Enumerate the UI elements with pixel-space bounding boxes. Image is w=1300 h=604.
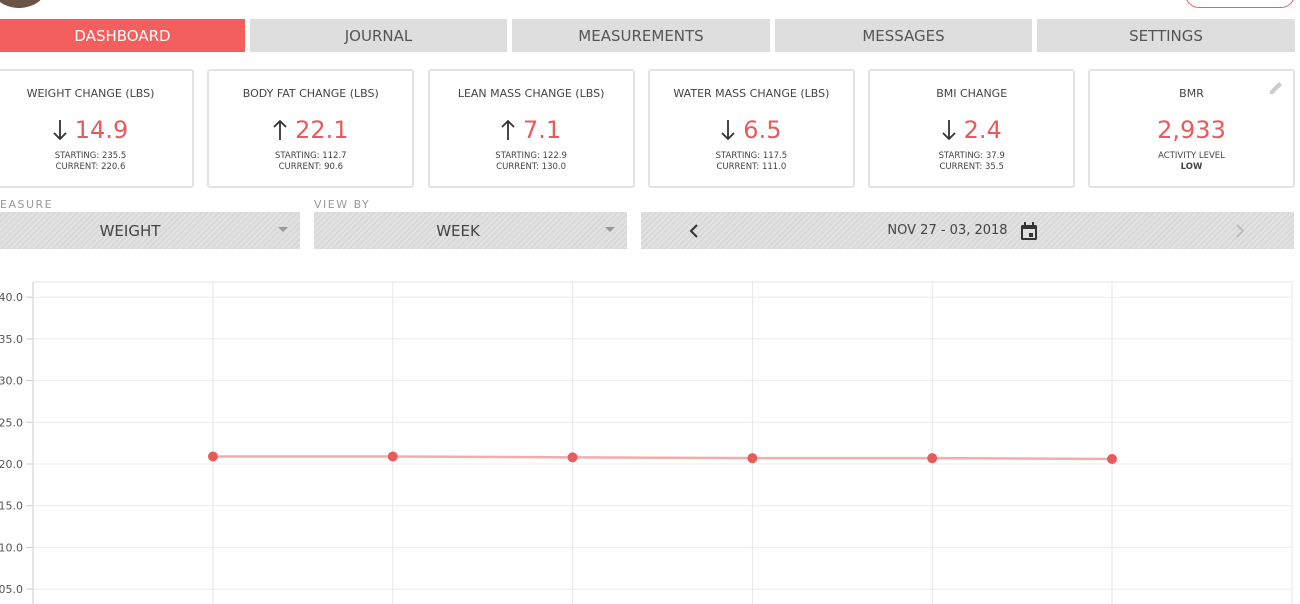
tab[interactable]: JOURNAL [250,19,507,52]
direction-arrow [273,119,287,140]
stat-card: BMI CHANGE 2.4 STARTING: 37.9 CURRENT: 35.5 [868,69,1076,188]
arrow-path [941,120,956,141]
data-point [927,453,938,464]
data-line [213,455,1113,461]
card-starting: STARTING: 37.9 [938,151,1005,161]
card-current: CURRENT: 220.6 [55,162,126,172]
y-tick-label: 225.0 [0,416,23,429]
direction-arrow [53,120,67,141]
card-value: 2,933 [1157,116,1226,144]
arrow-path [721,120,735,141]
card-value-row: 6.5 [650,116,853,144]
tab[interactable]: DASHBOARD [0,19,245,52]
stat-card: WATER MASS CHANGE (LBS) 6.5 STARTING: 117.… [647,69,855,188]
select-value: WEEK [436,221,480,240]
stat-card: WEIGHT CHANGE (LBS) 14.9 STARTING: 235.5 CU… [0,69,194,188]
direction-arrow [501,119,515,140]
card-value-row: 14.9 [0,116,192,144]
arrow-path [501,119,515,140]
card-value: 14.9 [74,116,129,144]
prev-button[interactable] [689,224,699,238]
bmr-card: BMR 2,933 ACTIVITY LEVEL LOW [1088,69,1295,188]
tab[interactable]: MEASUREMENTS [512,19,770,52]
y-tick-label: 210.0 [0,541,23,554]
card-label: ACTIVITY LEVEL [1158,151,1225,161]
dropdown-arrow [278,227,288,232]
direction-arrow [941,120,956,141]
card-current: CURRENT: 35.5 [939,162,1004,172]
direction-arrow [721,120,735,141]
top-button[interactable] [1185,0,1295,8]
card-starting: STARTING: 122.9 [495,151,567,161]
card-title: BMR [1179,87,1204,100]
next-button[interactable] [1235,224,1245,238]
card-title: LEAN MASS CHANGE (LBS) [457,87,605,100]
measure-select[interactable]: WEIGHT [0,212,300,249]
tab[interactable]: MESSAGES [775,19,1032,52]
dropdown-arrow [605,227,615,232]
data-point [747,453,758,464]
card-value-row: 7.1 [430,116,633,144]
y-tick-label: 215.0 [0,500,23,513]
card-starting: STARTING: 235.5 [54,151,127,161]
view-by-select[interactable]: WEEK [314,212,627,249]
card-current: CURRENT: 111.0 [716,162,787,172]
y-tick-label: 235.0 [0,333,23,346]
avatar[interactable] [0,0,48,8]
card-starting: STARTING: 117.5 [715,151,788,161]
edit-icon[interactable] [1267,79,1285,97]
filter-label: VIEW BY [314,198,371,211]
card-value-row: 2.4 [870,116,1073,144]
y-tick-label: 240.0 [0,291,23,304]
card-starting: STARTING: 112.7 [275,151,347,161]
card-title: WATER MASS CHANGE (LBS) [673,87,830,100]
stat-card: BODY FAT CHANGE (LBS) 22.1 STARTING: 112.7… [207,69,415,188]
filter-label: MEASURE [0,198,54,211]
card-title: BODY FAT CHANGE (LBS) [242,87,379,100]
card-current: CURRENT: 130.0 [496,162,567,172]
select-value: WEIGHT [99,221,161,240]
tab[interactable]: SETTINGS [1037,19,1295,52]
calendar-icon[interactable] [1019,221,1039,241]
date-range: NOV 27 - 03, 2018 [887,223,1008,238]
card-title: WEIGHT CHANGE (LBS) [26,87,155,100]
data-point [1107,453,1117,464]
card-value: 6.5 [743,116,782,144]
card-title: BMI CHANGE [936,87,1008,100]
card-value: 22.1 [295,116,349,144]
date-picker: NOV 27 - 03, 2018 [641,212,1294,249]
card-current: CURRENT: 90.6 [278,162,344,172]
data-point [567,452,578,463]
y-tick-label: 205.0 [0,583,23,596]
card-value-row: 22.1 [209,116,412,144]
card-level: LOW [1180,162,1203,172]
card-value: 2.4 [963,116,1002,144]
y-tick-label: 230.0 [0,375,23,388]
arrow-path [53,120,67,141]
stat-card: LEAN MASS CHANGE (LBS) 7.1 STARTING: 122.9… [427,69,635,188]
arrow-path [273,119,287,140]
y-tick-label: 220.0 [0,458,23,471]
data-point [387,451,398,462]
card-value: 7.1 [523,116,562,144]
data-point [208,451,218,462]
